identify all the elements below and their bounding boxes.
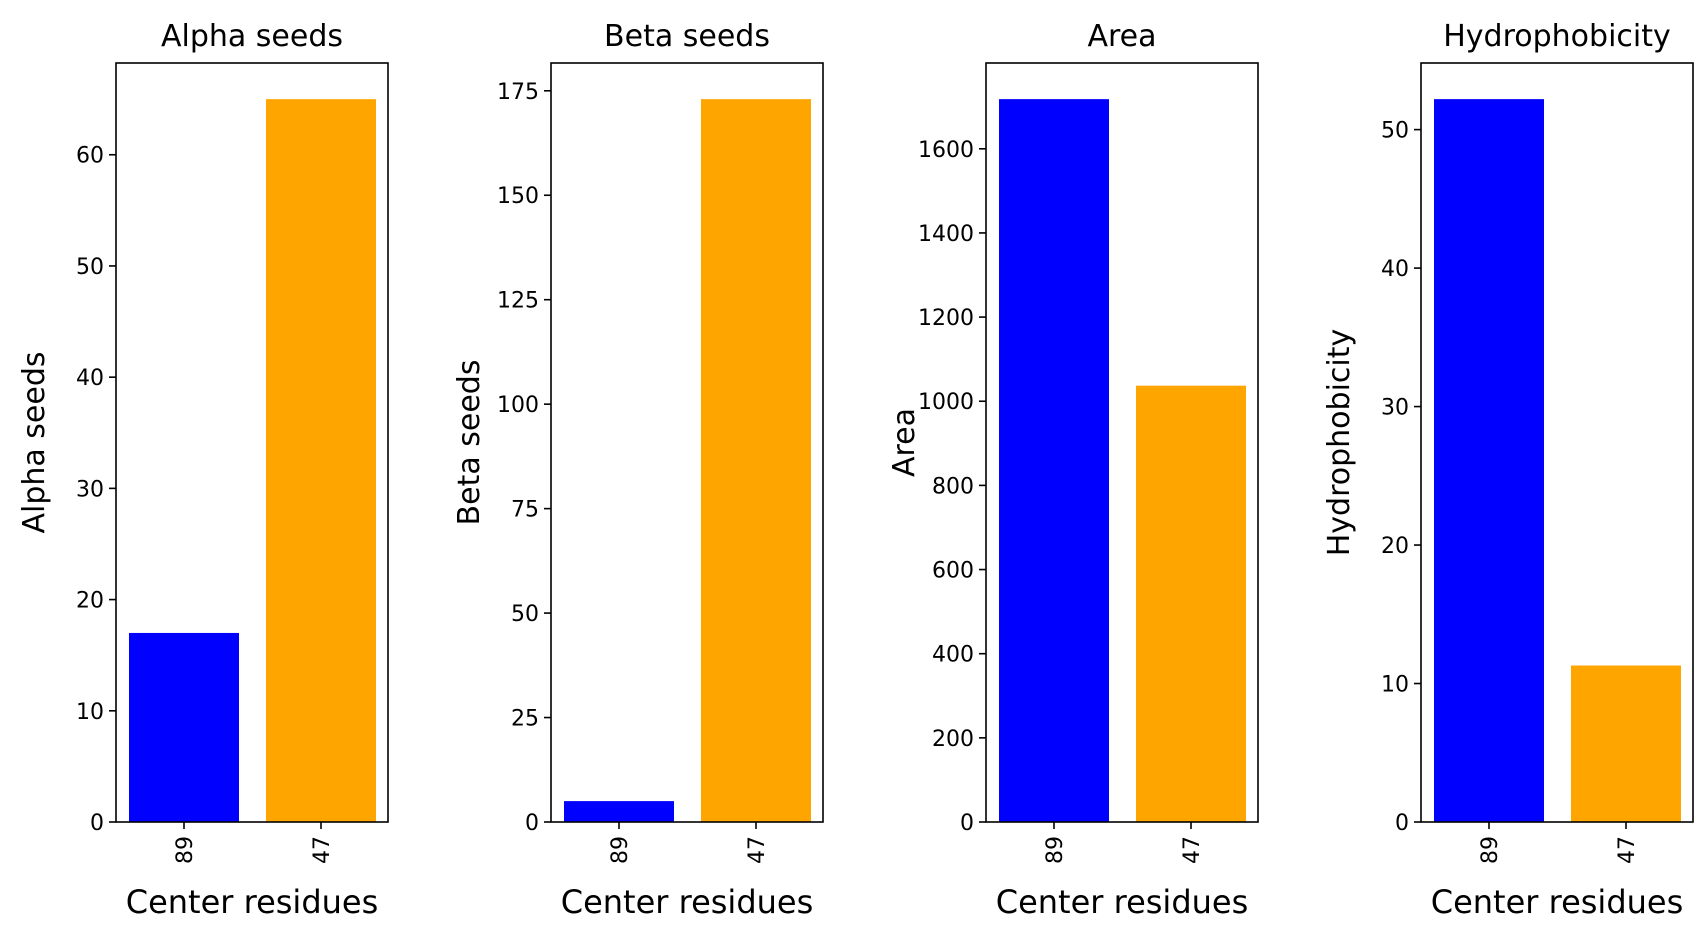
x-tick-label: 89: [173, 836, 198, 864]
x-axis-label: Center residues: [1431, 883, 1684, 921]
x-tick-label: 47: [310, 836, 335, 864]
y-tick-label: 50: [76, 255, 104, 280]
bar-89: [999, 99, 1109, 822]
y-axis-label: Area: [887, 408, 922, 477]
subplot-title: Area: [1087, 19, 1156, 54]
axes-frame: [985, 62, 1259, 823]
subplot-1: 0 10 20 30 40 50 60 89 47 Alpha seeds Center resid…: [17, 19, 389, 921]
y-tick-label: 400: [932, 643, 974, 668]
y-tick-label: 50: [1381, 119, 1409, 144]
y-tick-label: 40: [1381, 257, 1409, 282]
y-axis-label: Hydrophobicity: [1322, 329, 1357, 557]
x-axis-label: Center residues: [996, 883, 1249, 921]
y-axis-label: Alpha seeds: [17, 351, 52, 533]
y-tick-label: 1600: [918, 138, 974, 163]
y-tick-label: 125: [497, 289, 539, 314]
y-tick-label: 1200: [918, 306, 974, 331]
y-tick-label: 20: [76, 589, 104, 614]
x-tick-label: 89: [1043, 836, 1068, 864]
bar-47: [1571, 665, 1681, 822]
y-tick-label: 600: [932, 559, 974, 584]
x-axis-label: Center residues: [561, 883, 814, 921]
y-tick-label: 25: [511, 707, 539, 732]
subplot-title: Beta seeds: [604, 19, 770, 54]
y-tick-label: 0: [1395, 811, 1409, 836]
y-tick-label: 100: [497, 393, 539, 418]
y-tick-label: 40: [76, 366, 104, 391]
y-tick-label: 1400: [918, 222, 974, 247]
x-axis-label: Center residues: [126, 883, 379, 921]
x-tick-label: 47: [745, 836, 770, 864]
x-tick-label: 89: [608, 836, 633, 864]
y-tick-label: 0: [525, 811, 539, 836]
bar-47: [266, 99, 376, 822]
y-tick-label: 30: [1381, 396, 1409, 421]
subplot-3: 0 200 400 600 800 1000 1200 1400 1600 89 47 Area Cen…: [887, 19, 1259, 921]
bar-47: [701, 99, 811, 822]
y-tick-label: 20: [1381, 534, 1409, 559]
bar-47: [1136, 385, 1246, 822]
subplot-title: Hydrophobicity: [1443, 19, 1671, 54]
y-tick-label: 0: [90, 811, 104, 836]
y-tick-label: 800: [932, 474, 974, 499]
y-tick-label: 60: [76, 144, 104, 169]
y-tick-label: 200: [932, 727, 974, 752]
y-tick-label: 0: [960, 811, 974, 836]
y-tick-label: 75: [511, 498, 539, 523]
bar-89: [1434, 99, 1544, 822]
bar-89: [564, 801, 674, 822]
axes-frame: [550, 62, 824, 823]
bar-89: [129, 632, 239, 822]
y-tick-label: 10: [76, 700, 104, 725]
subplot-title: Alpha seeds: [161, 19, 343, 54]
x-tick-label: 47: [1180, 836, 1205, 864]
y-tick-label: 1000: [918, 390, 974, 415]
axes-frame: [115, 62, 389, 823]
y-tick-label: 10: [1381, 673, 1409, 698]
x-tick-label: 47: [1615, 836, 1640, 864]
subplot-2: 0 25 50 75 100 125 150 175 89 47 Beta seeds Center …: [452, 19, 824, 921]
y-tick-label: 30: [76, 477, 104, 502]
y-tick-label: 175: [497, 80, 539, 105]
y-axis-label: Beta seeds: [452, 360, 487, 526]
y-tick-label: 50: [511, 602, 539, 627]
y-tick-label: 150: [497, 184, 539, 209]
x-tick-label: 89: [1478, 836, 1503, 864]
axes-frame: [1420, 62, 1694, 823]
subplot-4: 0 10 20 30 40 50 89 47 Hydrophobicity Center resi…: [1322, 19, 1694, 921]
